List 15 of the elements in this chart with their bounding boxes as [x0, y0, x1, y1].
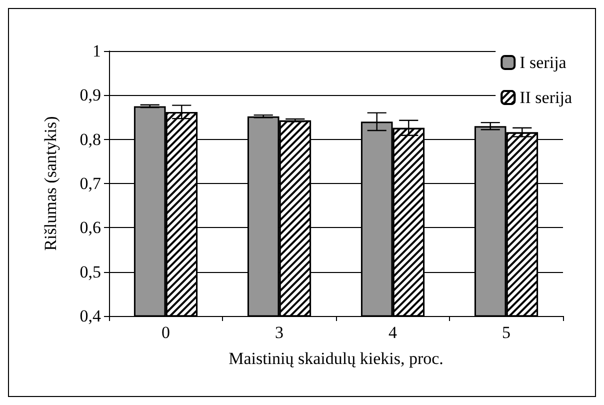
y-tick-label: 0,9: [80, 86, 101, 105]
y-tick-label: 0,8: [80, 130, 101, 149]
x-tick-label: 0: [162, 323, 170, 342]
y-axis-title: Rišlumas (santykis): [41, 116, 60, 251]
y-tick-label: 0,6: [80, 218, 101, 238]
y-tick-label: 0,5: [80, 262, 101, 282]
y-tick-label: 0,4: [80, 306, 102, 326]
x-axis-title: Maistinių skaidulų kiekis, proc.: [228, 349, 444, 368]
y-tick-label: 0,7: [80, 174, 102, 193]
y-tick-label: 1: [92, 42, 101, 60]
legend-label: II serija: [520, 88, 572, 107]
x-tick-label: 5: [502, 323, 510, 342]
x-tick-label: 4: [388, 323, 398, 342]
legend-label: I serija: [520, 53, 567, 72]
x-tick-label: 3: [275, 323, 284, 342]
